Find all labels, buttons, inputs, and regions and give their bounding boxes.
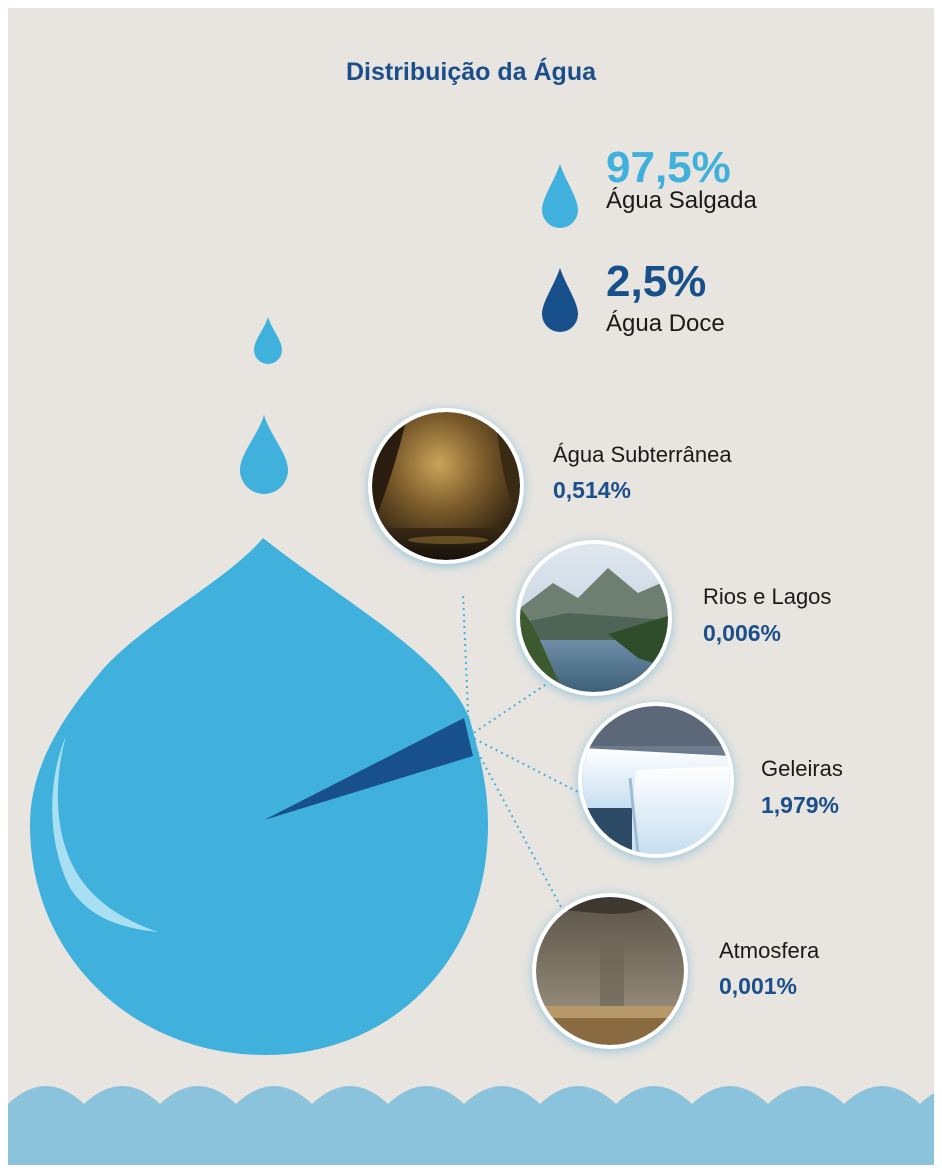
category-value-groundwater: 0,514% xyxy=(553,477,632,503)
glacier-photo xyxy=(582,706,730,854)
lake-photo xyxy=(520,544,668,692)
category-value-atmosphere: 0,001% xyxy=(719,973,798,999)
category-value-rivers-lakes: 0,006% xyxy=(703,620,782,646)
connector-lines xyxy=(462,592,581,921)
wave-band xyxy=(8,1086,934,1165)
medium-drop-icon xyxy=(240,415,288,494)
page-title: Distribuição da Água xyxy=(345,58,597,86)
legend-fresh-percent: 2,5% xyxy=(606,257,707,306)
photo-ring-atmosphere xyxy=(536,897,684,1045)
photo-ring-rivers-lakes xyxy=(520,544,668,692)
photo-ring-groundwater xyxy=(372,412,520,560)
drop-highlight xyxy=(52,736,158,932)
category-name-rivers-lakes: Rios e Lagos xyxy=(703,584,832,609)
big-drop-salt-water xyxy=(30,538,488,1055)
rain-photo xyxy=(536,897,684,1045)
pie-slice-fresh-water xyxy=(264,718,473,820)
water-drop-icon-salt xyxy=(542,164,578,228)
category-name-atmosphere: Atmosfera xyxy=(719,938,820,963)
category-value-glaciers: 1,979% xyxy=(761,792,840,818)
small-drop-icon xyxy=(254,317,282,364)
infographic-canvas: Distribuição da Água xyxy=(8,8,934,1165)
legend-salt-label: Água Salgada xyxy=(606,187,757,214)
legend-salt-percent: 97,5% xyxy=(606,143,731,192)
category-name-groundwater: Água Subterrânea xyxy=(553,442,732,467)
category-name-glaciers: Geleiras xyxy=(761,756,843,781)
chart-svg xyxy=(8,164,934,1165)
photo-ring-glaciers xyxy=(582,706,730,854)
water-drop-icon-fresh xyxy=(542,268,578,332)
legend-fresh-label: Água Doce xyxy=(606,310,725,337)
